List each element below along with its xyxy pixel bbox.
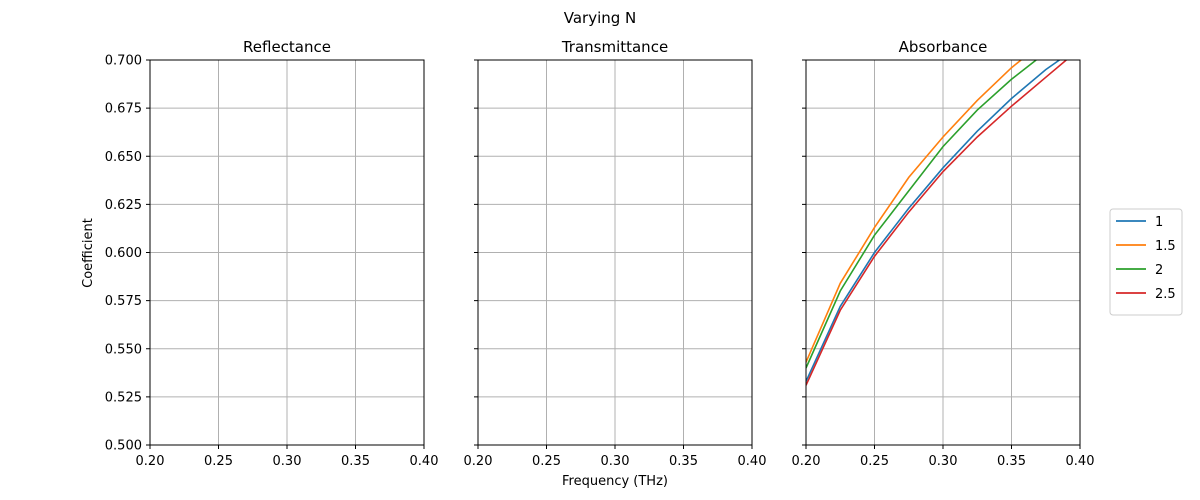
series-line-2 bbox=[806, 60, 1037, 369]
x-tick-label: 0.35 bbox=[341, 454, 370, 469]
x-tick-label: 0.40 bbox=[738, 454, 767, 469]
panel-transmittance: 0.20 0.25 0.30 0.35 0.40 Transmittance bbox=[464, 38, 767, 469]
axes-frame bbox=[149, 59, 425, 446]
x-tick-label: 0.30 bbox=[273, 454, 302, 469]
x-tick-label: 0.35 bbox=[997, 454, 1026, 469]
y-tick-label: 0.675 bbox=[105, 102, 142, 117]
series-line-1-5 bbox=[806, 60, 1022, 363]
x-tick-label: 0.20 bbox=[792, 454, 821, 469]
x-tick-label: 0.25 bbox=[860, 454, 889, 469]
x-tick-label: 0.30 bbox=[929, 454, 958, 469]
x-tick-label: 0.20 bbox=[464, 454, 493, 469]
y-tick-label: 0.625 bbox=[105, 198, 142, 213]
y-tick-label: 0.500 bbox=[105, 439, 142, 454]
y-tick-label: 0.700 bbox=[105, 54, 142, 69]
x-tick-label: 0.40 bbox=[410, 454, 439, 469]
x-tick-label: 0.40 bbox=[1066, 454, 1095, 469]
panel-reflectance: 0.20 0.25 0.30 0.35 0.40 0.500 0.525 0.550 0.575… bbox=[105, 38, 439, 469]
x-tick-label: 0.25 bbox=[532, 454, 561, 469]
legend-label: 1 bbox=[1155, 215, 1163, 230]
series-line-1 bbox=[806, 60, 1060, 382]
y-tick-label: 0.575 bbox=[105, 294, 142, 309]
y-tick-label: 0.650 bbox=[105, 150, 142, 165]
y-tick-label: 0.550 bbox=[105, 342, 142, 357]
figure-ylabel: Coefficient bbox=[81, 218, 96, 288]
axes-frame bbox=[477, 59, 753, 446]
x-tick-label: 0.30 bbox=[601, 454, 630, 469]
panel-title: Reflectance bbox=[243, 38, 331, 56]
x-tick-label: 0.35 bbox=[669, 454, 698, 469]
y-tick-label: 0.600 bbox=[105, 246, 142, 261]
legend-frame bbox=[1109, 208, 1183, 316]
legend-label: 2.5 bbox=[1155, 287, 1176, 302]
panel-title: Transmittance bbox=[561, 38, 668, 56]
panel-title: Absorbance bbox=[899, 38, 988, 56]
legend-label: 1.5 bbox=[1155, 239, 1176, 254]
x-tick-label: 0.20 bbox=[136, 454, 165, 469]
figure-suptitle: Varying N bbox=[564, 9, 637, 27]
legend: 1 1.5 2 2.5 bbox=[1109, 208, 1183, 316]
figure-xlabel: Frequency (THz) bbox=[562, 474, 668, 489]
axes-frame bbox=[805, 59, 1081, 446]
x-tick-label: 0.25 bbox=[204, 454, 233, 469]
series-line-2-5 bbox=[806, 60, 1067, 386]
panel-absorbance: 0.20 0.25 0.30 0.35 0.40 Absorbance 1 1.5 2 2.5 bbox=[792, 38, 1183, 469]
y-tick-label: 0.525 bbox=[105, 390, 142, 405]
legend-label: 2 bbox=[1155, 263, 1163, 278]
